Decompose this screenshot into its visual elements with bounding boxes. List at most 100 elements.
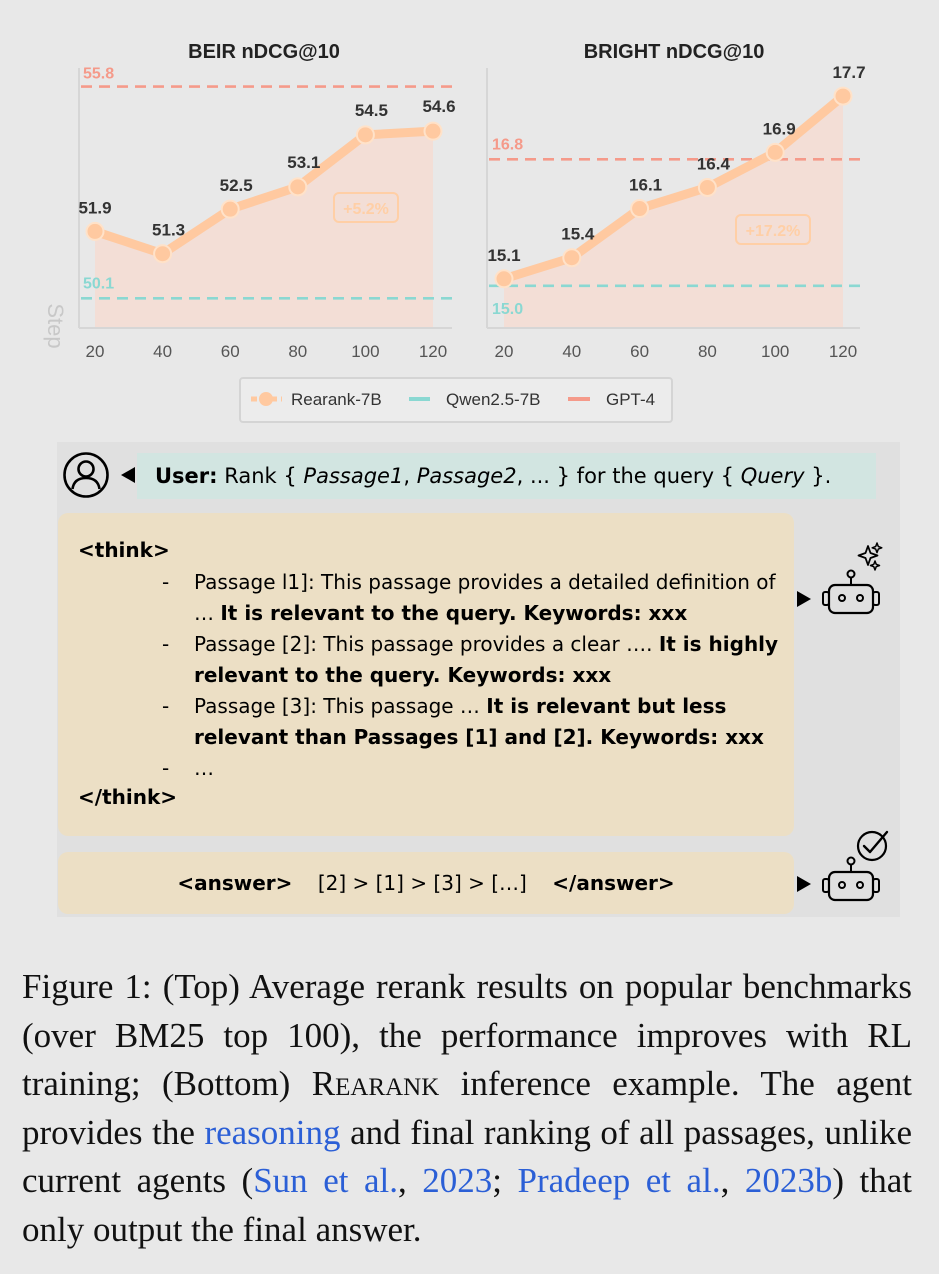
data-label: 53.1 xyxy=(287,153,320,172)
chart-title: BEIR nDCG@10 xyxy=(188,41,340,63)
data-label: 17.7 xyxy=(832,63,865,82)
data-label: 54.6 xyxy=(422,97,455,116)
think-open-tag: <think> xyxy=(78,538,170,562)
user-pointer-icon xyxy=(121,467,135,483)
data-point xyxy=(85,221,105,241)
data-label: 15.4 xyxy=(561,225,595,244)
x-axis-label: Step xyxy=(43,303,68,348)
think-item-bold: It is relevant to the query. Keywords: x… xyxy=(220,601,688,625)
caption-text: ; xyxy=(492,1161,518,1200)
user-sep: , xyxy=(403,464,417,488)
robot-check-icon xyxy=(822,830,889,902)
bullet-dash: - xyxy=(162,632,170,656)
x-tick-label: 60 xyxy=(630,342,649,361)
think-box: <think> - Passage l1]: This passage provi… xyxy=(58,513,794,836)
legend-marker-rearank xyxy=(259,392,273,406)
citation-link-pradeep[interactable]: Pradeep et al. xyxy=(517,1161,721,1200)
caption-text: inference example. The agent provides th… xyxy=(22,1064,912,1152)
annotation-box xyxy=(735,214,811,245)
data-point xyxy=(833,86,853,106)
user-passage2: Passage2 xyxy=(416,464,517,488)
charts-figure: BEIR nDCG@10 55.8 50.1 51.9 51.3 52.5 53.1 54.5… xyxy=(43,41,866,423)
answer-box: <answer> [2] > [1] > [3] > […] </answer> xyxy=(58,852,794,914)
data-label: 52.5 xyxy=(220,176,253,195)
user-passage1: Passage1 xyxy=(303,464,404,488)
think-item-plain: Passage [2]: This passage provides a cle… xyxy=(194,632,659,656)
think-item-text: Passage l1]: This passage provides a det… xyxy=(194,567,794,629)
x-tick-label: 20 xyxy=(495,342,514,361)
x-tick-label: 40 xyxy=(562,342,581,361)
think-item-text: … xyxy=(194,753,794,784)
chart-beir: BEIR nDCG@10 55.8 50.1 51.9 51.3 52.5 53.1 54.5… xyxy=(43,41,456,361)
think-item-text: Passage [2]: This passage provides a cle… xyxy=(194,629,794,691)
data-point xyxy=(355,125,375,145)
reference-line-label: 50.1 xyxy=(83,275,114,292)
caption-link-reasoning[interactable]: reasoning xyxy=(204,1112,341,1152)
data-label: 51.9 xyxy=(78,198,111,217)
data-point xyxy=(562,248,582,268)
data-label: 51.3 xyxy=(152,221,185,240)
caption-text: , xyxy=(398,1161,423,1200)
think-item-bold: It is highly relevant to the query. Keyw… xyxy=(194,632,779,687)
think-close-tag: </think> xyxy=(78,785,178,809)
x-tick-label: 120 xyxy=(829,342,857,361)
user-text: , ... } for the query { xyxy=(516,464,741,488)
think-item-text: Passage [3]: This passage … It is releva… xyxy=(194,691,794,753)
answer-ranking: [2] > [1] > [3] > […] xyxy=(317,871,527,895)
data-label: 16.1 xyxy=(629,176,662,195)
data-point xyxy=(494,269,514,289)
data-point xyxy=(697,177,717,197)
annotation-label: +17.2% xyxy=(746,223,801,240)
area-fill xyxy=(95,131,433,328)
data-point xyxy=(765,142,785,162)
x-tick-label: 60 xyxy=(221,342,240,361)
x-tick-label: 20 xyxy=(86,342,105,361)
citation-link-pradeep-year[interactable]: 2023b xyxy=(744,1161,833,1200)
chart-bright: BRIGHT nDCG@10 16.8 15.0 15.1 15.4 16.1 16.4 16… xyxy=(486,41,866,361)
legend-box xyxy=(239,377,673,423)
user-query: Query xyxy=(740,464,805,488)
citation-link-sun-year[interactable]: 2023 xyxy=(422,1161,493,1200)
area-fill xyxy=(504,96,843,328)
user-label: User: xyxy=(155,464,218,488)
caption-text: Figure 1: (Top) Average rerank results o… xyxy=(22,967,912,1103)
series-line xyxy=(499,91,848,284)
series-line xyxy=(90,126,438,259)
robot-sparkle-icon xyxy=(822,542,883,615)
annotation-label: +5.2% xyxy=(343,201,389,218)
x-tick-label: 80 xyxy=(698,342,717,361)
data-label: 54.5 xyxy=(355,101,388,120)
reference-line-label: 16.8 xyxy=(492,136,523,153)
bullet-dash: - xyxy=(162,570,170,594)
think-pointer-icon xyxy=(797,591,811,607)
data-label: 16.4 xyxy=(697,154,731,173)
legend-label: Rearank-7B xyxy=(291,390,382,409)
data-label: 16.9 xyxy=(763,119,796,138)
caption-text: ) that only output the final answer. xyxy=(22,1161,913,1249)
x-tick-label: 100 xyxy=(351,342,379,361)
x-tick-label: 120 xyxy=(419,342,447,361)
x-tick-label: 100 xyxy=(761,342,789,361)
data-point xyxy=(153,244,173,264)
legend-label: GPT-4 xyxy=(606,390,655,409)
data-point xyxy=(423,121,443,141)
answer-close-tag: </answer> xyxy=(552,871,675,895)
caption-text: and final ranking of all passages, unlik… xyxy=(22,1112,912,1201)
answer-open-tag: <answer> xyxy=(177,871,293,895)
annotation-box xyxy=(333,192,399,223)
user-text: Rank { xyxy=(217,464,304,488)
caption-rearank: Rearank xyxy=(311,1064,440,1103)
bullet-dash: - xyxy=(162,694,170,718)
data-point xyxy=(220,199,240,219)
x-tick-label: 80 xyxy=(288,342,307,361)
reference-line-label: 15.0 xyxy=(492,301,523,318)
citation-link-sun[interactable]: Sun et al. xyxy=(253,1161,398,1200)
legend-label: Qwen2.5-7B xyxy=(446,390,541,409)
think-item-plain: Passage [3]: This passage … xyxy=(194,694,487,718)
data-label: 15.1 xyxy=(487,246,520,265)
chart-legend: Rearank-7B Qwen2.5-7B GPT-4 xyxy=(239,377,673,423)
think-item-plain: Passage l1]: This passage provides a det… xyxy=(194,570,776,625)
user-message: User: Rank { Passage1, Passage2, ... } f… xyxy=(137,453,876,499)
data-point xyxy=(288,177,308,197)
answer-pointer-icon xyxy=(797,876,811,892)
